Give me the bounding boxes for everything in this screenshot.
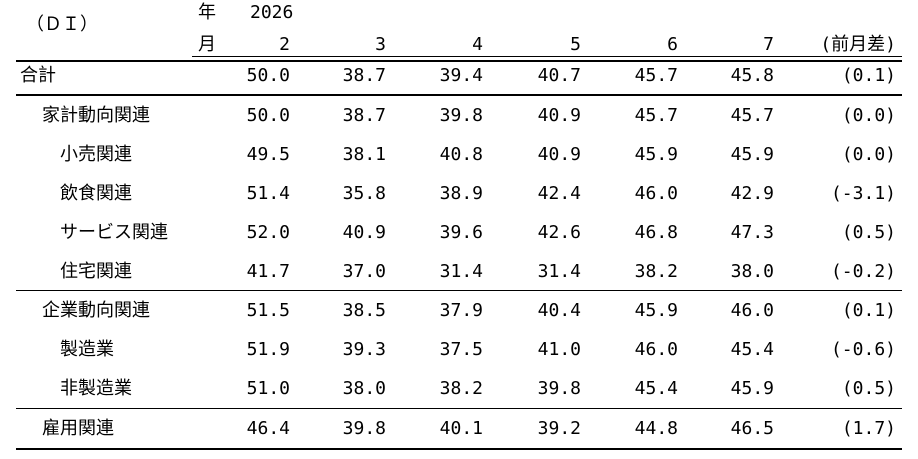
table-cell: 37.9 [439,300,483,321]
diff-cell: (-3.1) [830,183,896,204]
table-cell: 45.8 [730,65,774,86]
table-cell: 44.8 [634,418,678,439]
table-cell: 50.0 [246,105,290,126]
table-cell: 46.5 [730,418,774,439]
row-label-services: サービス関連 [60,222,168,243]
diff-cell: (0.1) [841,65,896,86]
table-cell: 37.5 [439,339,483,360]
diff-cell: (0.0) [841,105,896,126]
table-cell: 39.8 [439,105,483,126]
table-cell: 40.8 [439,144,483,165]
table-cell: 46.0 [634,339,678,360]
table-cell: 47.3 [730,222,774,243]
row-label-housing: 住宅関連 [60,261,132,282]
table-cell: 38.5 [342,300,386,321]
table-cell: 45.7 [634,65,678,86]
header-divider [192,56,902,57]
table-cell: 46.0 [634,183,678,204]
table-cell: 40.9 [537,105,581,126]
month-label: 月 [198,34,216,55]
table-cell: 38.7 [342,105,386,126]
table-cell: 45.7 [634,105,678,126]
bottom-rule [16,448,902,450]
table-cell: 42.9 [730,183,774,204]
diff-cell: (-0.6) [830,339,896,360]
table-cell: 37.0 [342,261,386,282]
table-cell: 45.9 [730,144,774,165]
table-cell: 41.7 [246,261,290,282]
table-cell: 50.0 [246,65,290,86]
table-cell: 49.5 [246,144,290,165]
row-label-non-manufacturing: 非製造業 [60,378,132,399]
section-rule [16,290,902,291]
table-cell: 45.4 [730,339,774,360]
table-cell: 45.9 [730,378,774,399]
table-cell: 51.0 [246,378,290,399]
table-cell: 39.3 [342,339,386,360]
table-cell: 45.7 [730,105,774,126]
table-cell: 40.4 [537,300,581,321]
header-rule [16,60,902,62]
table-cell: 39.4 [439,65,483,86]
row-label-manufacturing: 製造業 [60,339,114,360]
table-cell: 51.5 [246,300,290,321]
month-header: 4 [472,34,483,55]
table-cell: 45.9 [634,144,678,165]
table-cell: 51.9 [246,339,290,360]
year-value: 2026 [250,2,294,23]
table-cell: 40.1 [439,418,483,439]
table-cell: 38.1 [342,144,386,165]
table-cell: 41.0 [537,339,581,360]
table-cell: 39.2 [537,418,581,439]
diff-cell: (-0.2) [830,261,896,282]
month-header: 2 [279,34,290,55]
diff-cell: (0.5) [841,378,896,399]
table-cell: 45.4 [634,378,678,399]
table-cell: 38.0 [342,378,386,399]
diff-cell: (0.0) [841,144,896,165]
row-label-corporate: 企業動向関連 [42,300,150,321]
row-label-employment: 雇用関連 [42,418,114,439]
month-header: 7 [763,34,774,55]
diff-cell: (0.1) [841,300,896,321]
month-header: 6 [667,34,678,55]
table-cell: 42.6 [537,222,581,243]
table-cell: 38.0 [730,261,774,282]
month-header: 3 [375,34,386,55]
table-cell: 39.8 [342,418,386,439]
table-cell: 51.4 [246,183,290,204]
table-cell: 39.8 [537,378,581,399]
table-cell: 40.7 [537,65,581,86]
unit-label: （ＤＩ） [26,14,98,35]
row-label-household: 家計動向関連 [42,105,150,126]
table-cell: 42.4 [537,183,581,204]
row-label-total: 合計 [20,65,56,86]
table-cell: 38.9 [439,183,483,204]
diff-header: (前月差) [820,34,896,55]
table-cell: 45.9 [634,300,678,321]
table-cell: 46.4 [246,418,290,439]
row-label-retail: 小売関連 [60,144,132,165]
row-label-food: 飲食関連 [60,183,132,204]
table-cell: 31.4 [537,261,581,282]
section-rule [16,408,902,409]
table-cell: 38.2 [634,261,678,282]
table-cell: 40.9 [342,222,386,243]
year-label: 年 [198,2,216,23]
diff-cell: (1.7) [841,418,896,439]
diff-cell: (0.5) [841,222,896,243]
month-header: 5 [570,34,581,55]
table-cell: 46.0 [730,300,774,321]
table-cell: 52.0 [246,222,290,243]
table-cell: 40.9 [537,144,581,165]
table-cell: 39.6 [439,222,483,243]
table-cell: 38.7 [342,65,386,86]
section-rule [16,94,902,96]
table-cell: 35.8 [342,183,386,204]
table-cell: 46.8 [634,222,678,243]
table-cell: 38.2 [439,378,483,399]
table-cell: 31.4 [439,261,483,282]
